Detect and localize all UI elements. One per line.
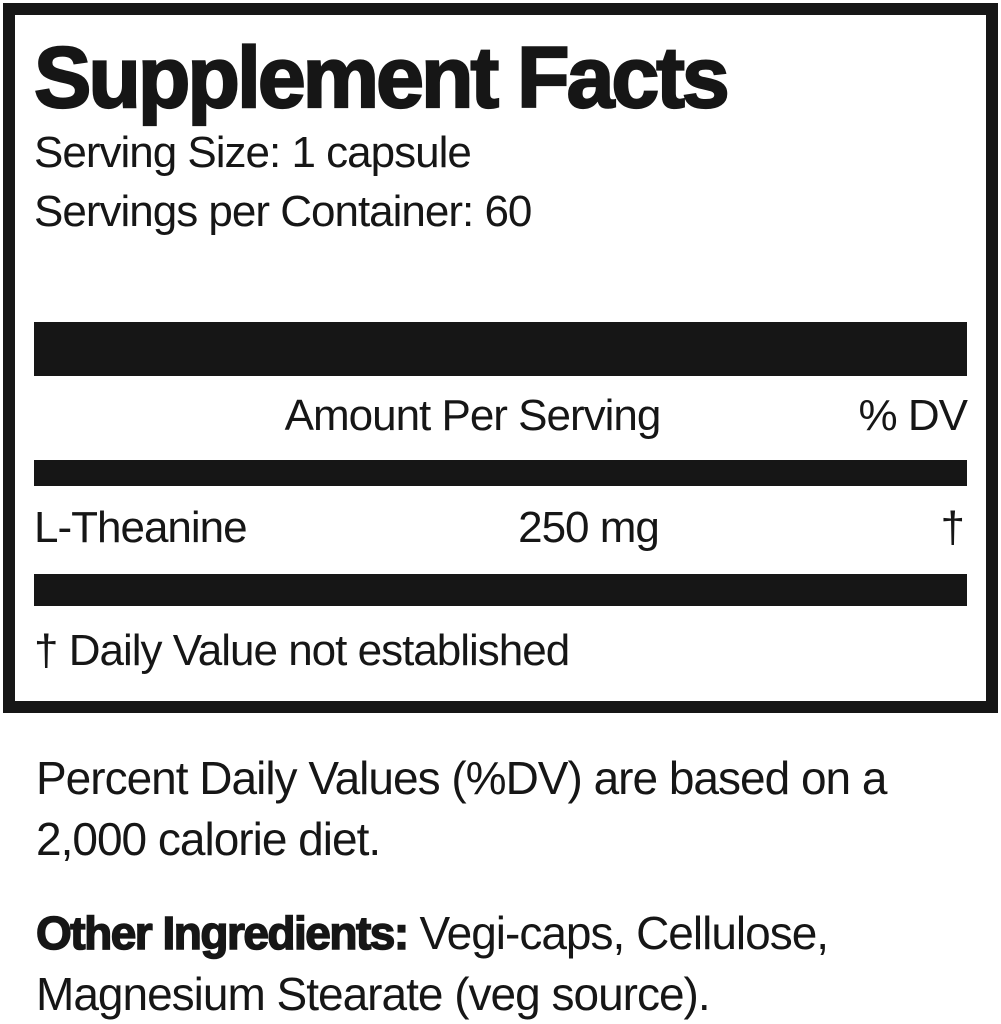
other-ingredients-list-part2: Magnesium Stearate (veg source).	[36, 968, 711, 1021]
other-ingredients-line1: Other Ingredients: Vegi-caps, Cellulose,	[35, 903, 986, 964]
other-ingredients-label: Other Ingredients:	[35, 907, 410, 961]
divider-bar-middle	[34, 460, 967, 487]
supplement-facts-title: Supplement Facts	[33, 30, 731, 126]
amount-per-serving-header: Amount Per Serving	[284, 391, 662, 441]
serving-size: Serving Size: 1 capsule	[34, 128, 472, 178]
divider-bar-top	[34, 322, 967, 377]
divider-bar-bottom	[34, 574, 967, 607]
servings-per-container: Servings per Container: 60	[34, 187, 532, 237]
column-header-row: Amount Per Serving % DV	[34, 376, 968, 460]
ingredient-name: L-Theanine	[34, 503, 248, 553]
daily-value-footnote: † Daily Value not established	[34, 626, 570, 676]
ingredient-dv-dagger: †	[940, 503, 965, 553]
percent-dv-note-line2: 2,000 calorie diet.	[36, 812, 381, 865]
label-footer: Percent Daily Values (%DV) are based on …	[35, 748, 986, 1024]
percent-dv-note: Percent Daily Values (%DV) are based on …	[36, 748, 986, 869]
ingredient-amount: 250 mg	[518, 503, 660, 553]
other-ingredients: Other Ingredients: Vegi-caps, Cellulose,…	[35, 903, 986, 1024]
supplement-facts-panel: Supplement Facts Serving Size: 1 capsule…	[3, 3, 998, 713]
percent-dv-note-line1: Percent Daily Values (%DV) are based on …	[36, 752, 887, 804]
ingredient-row: L-Theanine 250 mg †	[34, 486, 967, 574]
percent-dv-header: % DV	[858, 391, 968, 441]
other-ingredients-list-part1: Vegi-caps, Cellulose,	[407, 907, 829, 960]
